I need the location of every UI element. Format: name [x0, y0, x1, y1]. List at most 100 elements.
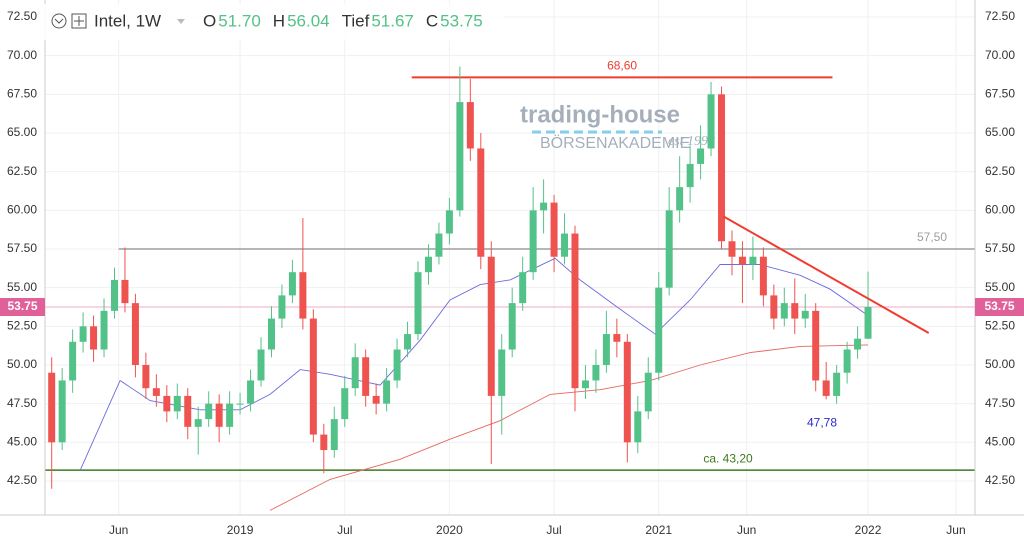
candle-body	[309, 318, 317, 435]
candle-body	[770, 295, 778, 319]
compare-icon[interactable]	[71, 13, 87, 29]
candle-body	[288, 272, 296, 296]
watermark-sub: BÖRSENAKADEMIE	[540, 134, 690, 152]
candle-body	[519, 272, 527, 304]
candle-body	[822, 380, 830, 396]
candle-body	[697, 148, 705, 164]
candle-body	[69, 341, 77, 381]
candle-body	[372, 395, 380, 404]
candle-body	[362, 357, 370, 396]
collapse-icon[interactable]	[51, 13, 67, 29]
candle-body	[676, 187, 684, 211]
ohlc-value: 51.67	[371, 11, 414, 30]
ohlc-key: O	[203, 11, 216, 30]
candle-body	[644, 372, 652, 412]
candle-body	[592, 364, 600, 381]
candle-body	[728, 241, 736, 257]
compare-plus	[74, 16, 84, 26]
watermark: trading-house BÖRSENAKADEMIE est 1998	[520, 101, 715, 152]
candle-body	[791, 303, 799, 319]
y-tick-label: 70.00	[985, 48, 1015, 62]
price-tag-label: 53.75	[7, 299, 37, 313]
x-tick-label: 2022	[855, 523, 882, 537]
candle-body	[498, 349, 506, 396]
low-label: 47,78	[807, 415, 837, 429]
candle-body	[90, 326, 98, 350]
y-tick-label: 50.00	[7, 357, 37, 371]
y-tick-label: 60.00	[985, 203, 1015, 217]
y-tick-label: 50.00	[985, 357, 1015, 371]
candle-body	[152, 388, 160, 396]
symbol[interactable]: Intel, 1W	[94, 11, 161, 30]
candle-body	[163, 395, 171, 412]
level-label: 68,60	[607, 58, 637, 72]
candle-body	[58, 380, 66, 443]
candle-body	[686, 163, 694, 188]
price-tag	[975, 297, 1024, 316]
y-tick-label: 57.50	[7, 241, 37, 255]
candle-body	[351, 357, 359, 389]
candle-body	[236, 403, 244, 405]
y-tick-label: 52.50	[7, 318, 37, 332]
candle-body	[278, 295, 286, 319]
x-tick-label: 2019	[227, 523, 254, 537]
y-tick-label: 47.50	[985, 396, 1015, 410]
candle-body	[205, 403, 213, 420]
collapse-chevron	[54, 18, 64, 24]
candle-body	[299, 272, 307, 319]
level-label: 57,50	[917, 230, 947, 244]
ohlc-key: C	[426, 11, 438, 30]
candle-body	[110, 279, 118, 311]
candle-body	[550, 202, 558, 257]
x-tick-label: Jul	[337, 523, 352, 537]
candle-body	[749, 256, 757, 265]
ohlc-value: 53.75	[440, 11, 483, 30]
y-tick-label: 62.50	[985, 164, 1015, 178]
y-tick-label: 67.50	[985, 87, 1015, 101]
price-tag	[0, 297, 45, 316]
ohlc-key: Tief	[342, 11, 370, 30]
y-tick-label: 67.50	[7, 87, 37, 101]
candle-body	[194, 419, 202, 427]
x-tick-label: 2021	[645, 523, 672, 537]
y-tick-label: 72.50	[7, 9, 37, 23]
ohlc-value: 51.70	[218, 11, 261, 30]
candle-body	[665, 210, 673, 288]
header: Intel, 1W O 51.70 H 56.04 Tief 51.67 C 53.75	[44, 4, 504, 40]
candle-body	[173, 395, 181, 412]
candle-body	[655, 287, 663, 373]
header-bg	[44, 4, 504, 40]
candle-body	[718, 94, 726, 242]
price-tag-label: 53.75	[984, 299, 1014, 313]
y-tick-label: 65.00	[7, 125, 37, 139]
candle-body	[383, 380, 391, 404]
y-tick-label: 47.50	[7, 396, 37, 410]
y-tick-label: 45.00	[7, 434, 37, 448]
candle-body	[540, 202, 548, 211]
y-tick-label: 42.50	[7, 473, 37, 487]
ohlc-value: 56.04	[287, 11, 330, 30]
candle-body	[581, 380, 589, 389]
candle-body	[404, 334, 412, 350]
candle-body	[48, 372, 56, 443]
y-tick-label: 55.00	[7, 280, 37, 294]
plot: 68,60 57,50 ca. 43,20 47,78	[45, 58, 975, 511]
candle-body	[561, 233, 569, 257]
ohlc: O 51.70 H 56.04 Tief 51.67 C 53.75	[203, 11, 483, 30]
ohlc-key: H	[273, 11, 285, 30]
candle-body	[738, 256, 746, 265]
symbol-menu[interactable]	[177, 19, 185, 24]
x-tick-label: Jun	[109, 523, 128, 537]
candle-body	[79, 326, 87, 342]
watermark-est: est 1998	[668, 134, 715, 149]
y-tick-label: 60.00	[7, 203, 37, 217]
candle-body	[466, 102, 474, 149]
candle-body	[215, 403, 223, 427]
candle-body	[801, 310, 809, 319]
trendline	[723, 215, 930, 334]
candle-body	[341, 388, 349, 420]
candle-body	[529, 210, 537, 273]
